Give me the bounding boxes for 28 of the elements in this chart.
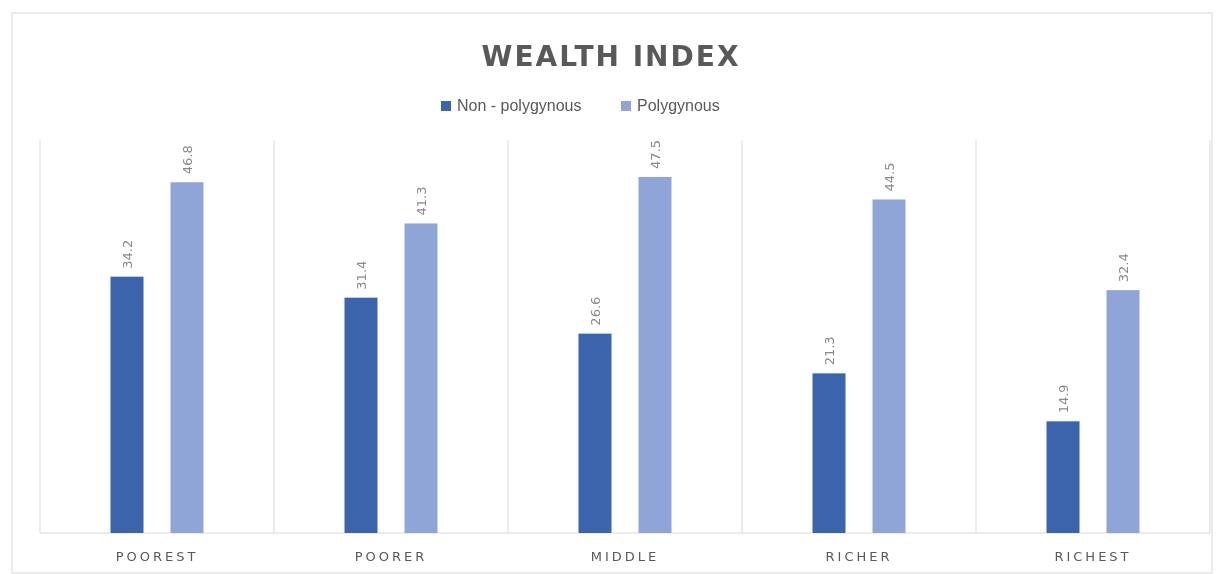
- data-label: 31.4: [354, 260, 369, 290]
- legend-label: Non - polygynous: [457, 97, 582, 114]
- data-label: 21.3: [822, 336, 837, 366]
- x-tick-label: MIDDLE: [590, 549, 660, 564]
- bar: [404, 223, 438, 533]
- bar: [578, 333, 612, 533]
- bar: [872, 199, 906, 533]
- data-label: 41.3: [414, 186, 429, 216]
- data-label: 46.8: [180, 145, 195, 175]
- data-label: 47.5: [648, 140, 663, 169]
- bar: [638, 177, 672, 533]
- data-label: 14.9: [1056, 384, 1071, 414]
- bar: [110, 276, 144, 533]
- bar: [170, 182, 204, 533]
- data-label: 32.4: [1116, 253, 1131, 283]
- x-tick-label: POOREST: [115, 549, 199, 564]
- legend-label: Polygynous: [637, 97, 720, 114]
- bar: [1046, 421, 1080, 533]
- data-label: 34.2: [120, 239, 135, 269]
- x-tick-label: POORER: [354, 549, 428, 564]
- chart-title: WEALTH INDEX: [481, 40, 741, 73]
- bar: [344, 297, 378, 533]
- x-tick-label: RICHEST: [1054, 549, 1132, 564]
- x-tick-label: RICHER: [825, 549, 893, 564]
- data-label: 26.6: [588, 296, 603, 326]
- data-label: 44.5: [882, 162, 897, 192]
- bar: [1106, 290, 1140, 533]
- bar: [812, 373, 846, 533]
